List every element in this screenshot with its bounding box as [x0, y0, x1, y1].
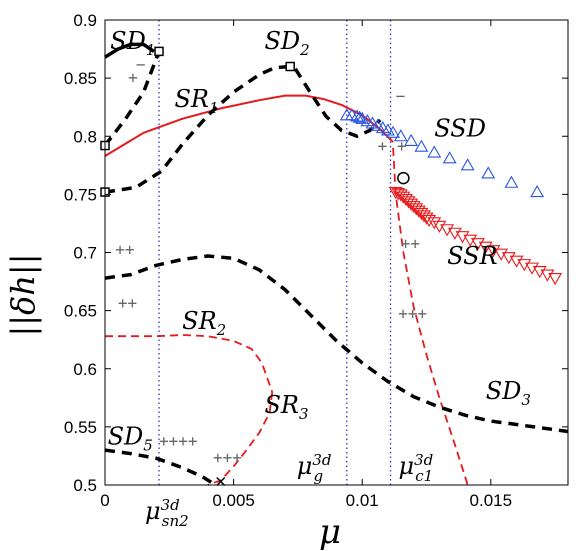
- branch-label: SD2: [264, 27, 309, 59]
- stability-mark: ++: [401, 234, 420, 253]
- square-marker: [154, 46, 164, 57]
- branch-sd1: [103, 50, 161, 147]
- y-tick-label: 0.85: [64, 69, 97, 88]
- ssr-marker: [391, 188, 406, 201]
- branch-sr1: [104, 94, 394, 157]
- ssr-marker: [427, 217, 442, 230]
- stability-mark: +: [128, 68, 138, 87]
- critical-value-lines: [158, 20, 392, 485]
- branch-sr2: [105, 334, 274, 393]
- ssr-marker: [417, 210, 431, 223]
- square-marker: [285, 61, 295, 72]
- branch-label: SR2: [182, 307, 226, 339]
- branch-sd5: [104, 448, 217, 487]
- ssd-marker: [530, 184, 545, 198]
- ssd-marker: [393, 129, 408, 142]
- x-axis-label: μ: [319, 512, 341, 551]
- ssd-marker: [442, 151, 457, 164]
- stability-mark: ++: [118, 293, 137, 312]
- ssr-marker: [393, 189, 408, 202]
- y-tick-label: 0.55: [64, 418, 97, 437]
- branch-sd2: [104, 64, 382, 194]
- y-axis-label: ||δh||: [4, 254, 42, 337]
- ssr-marker: [396, 191, 411, 204]
- ssd-marker: [386, 125, 401, 138]
- branch-sr3: [207, 391, 274, 486]
- stability-mark: + +: [378, 136, 407, 155]
- circle-marker: [397, 171, 410, 185]
- y-tick-label: 0.5: [73, 476, 97, 495]
- branch-label: SR3: [264, 391, 308, 423]
- curve-annotations: μ3d sn2 μ3d g μ3d c1 SD1 SD2 SR1 SSD SSR SR2 SR3 SD3 S…: [108, 27, 531, 530]
- ssd-marker: [414, 139, 429, 152]
- y-tick-label: 0.65: [64, 302, 97, 321]
- ssd-marker: [481, 166, 496, 179]
- x-tick-label: 0.005: [212, 491, 255, 510]
- ssr-marker: [388, 187, 403, 200]
- x-tick-label: 0.015: [470, 491, 513, 510]
- branch-label: SD3: [486, 377, 531, 409]
- stability-mark: ++++: [159, 432, 198, 451]
- y-tick-label: 0.8: [73, 127, 97, 146]
- ssr-marker: [419, 212, 434, 225]
- branch-sd3: [104, 254, 569, 434]
- y-tick-label: 0.75: [64, 185, 97, 204]
- x-tick-label: 0: [100, 491, 109, 510]
- y-tick-label: 0.7: [73, 244, 97, 263]
- branch-sd1: [104, 42, 155, 59]
- branch-label: SR1: [174, 85, 218, 117]
- stability-mark: −: [396, 86, 406, 105]
- stability-mark: −: [136, 55, 146, 74]
- branch-sr-dashed: [392, 147, 469, 486]
- critical-value-label: μ3d sn2: [145, 496, 189, 530]
- ssr-marker: [414, 207, 429, 221]
- branch-label: SSR: [447, 242, 498, 270]
- ssr-marker: [406, 200, 421, 214]
- ssd-marker: [460, 158, 475, 171]
- ssr-marker: [399, 193, 413, 207]
- ssr-marker: [548, 273, 563, 286]
- critical-value-label: μ3d g: [297, 451, 332, 485]
- ssd-marker: [427, 145, 442, 158]
- ssr-marker: [409, 203, 424, 216]
- axes: 0 0.005 0.01 0.015 0.5 0.55 0.6 0.65 0.7 0.75 0.8 0…: [64, 11, 568, 510]
- ssd-marker: [352, 110, 367, 123]
- ssr-marker: [401, 196, 416, 209]
- y-tick-label: 0.6: [73, 360, 97, 379]
- ssr-marker: [422, 214, 437, 228]
- branch-label: SD5: [108, 422, 153, 454]
- branch-label: SSD: [434, 114, 486, 142]
- stability-mark: +++: [398, 304, 427, 323]
- ssr-marker: [404, 198, 419, 211]
- branch-label: SD1: [110, 27, 155, 59]
- critical-value-label: μ3d c1: [399, 451, 434, 485]
- stability-mark: ++: [115, 240, 134, 259]
- x-tick-label: 0.01: [346, 491, 379, 510]
- x-marker: [216, 476, 226, 487]
- y-tick-label: 0.9: [73, 11, 97, 30]
- ssr-marker: [411, 205, 426, 218]
- ssd-marker: [404, 133, 419, 146]
- stability-mark: +++: [213, 448, 242, 467]
- ssd-marker: [504, 175, 519, 188]
